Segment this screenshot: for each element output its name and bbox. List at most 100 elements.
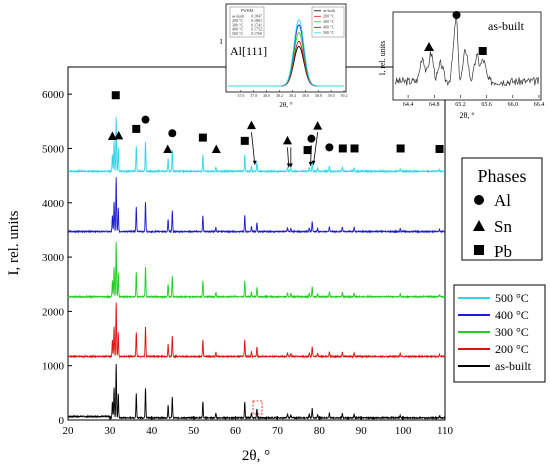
- phase-marker-sn-14: [313, 121, 323, 130]
- y-tick-label-6000: 6000: [42, 89, 65, 101]
- phase-marker-sn-11: [282, 135, 292, 145]
- fwhm-table-header: FWHM: [241, 8, 254, 13]
- x-tick-label-40: 40: [146, 425, 158, 437]
- x-tick-label-20: 20: [63, 425, 75, 437]
- inset-al111-x-label: 2θ, °: [279, 101, 292, 109]
- y-tick-label-0: 0: [59, 415, 65, 427]
- inset-al111-legend-label-200-c: 200 °C: [323, 14, 335, 19]
- inset-asbuilt-marker-al: [452, 11, 461, 19]
- inset-al111-x-tick-label-37-8: 37.8: [250, 93, 257, 98]
- y-tick-label-5000: 5000: [42, 143, 65, 155]
- series-legend-entries: 500 °C 400 °C 300 °C 200 °C as-built: [458, 291, 532, 373]
- phase-marker-pb-16: [338, 144, 347, 153]
- phase-markers: [107, 91, 444, 168]
- main-axes: 20 30 40 50 60 70 80 90 100 110 0 1000 2000 3000 4000 5…: [42, 89, 454, 437]
- inset-al111-x-tick-label-38-6: 38.6: [302, 93, 309, 98]
- inset-al111-x-tick-label-38-4: 38.4: [289, 93, 296, 98]
- peak-arrow-0: [251, 132, 256, 165]
- peak-arrow-4: [313, 132, 319, 165]
- inset-al111-series: [228, 19, 344, 87]
- inset-asbuilt-markers: [424, 11, 487, 55]
- legend-label-400-c: 400 °C: [495, 308, 529, 322]
- inset-al111-legend-label-as-built: as-built: [323, 8, 336, 13]
- x-tick-label-90: 90: [356, 425, 368, 437]
- inset-al111-x-tick-label-39-2: 39.2: [341, 93, 348, 98]
- phases-legend-frame: [461, 157, 543, 261]
- inset-al111-x-tick-label-38-8: 38.8: [315, 93, 322, 98]
- fwhm-table-row-0-value: 0.1847: [251, 14, 262, 19]
- inset-al111-ticks: 37.6 37.8 38.0 38.2 38.4 38.6 38.8 39.0 39.2: [237, 90, 348, 98]
- x-tick-label-80: 80: [314, 425, 326, 437]
- phase-marker-sn-5: [163, 144, 173, 154]
- phase-marker-al-4: [141, 115, 150, 124]
- phase-marker-sn-8: [211, 144, 221, 154]
- inset-al111: 37.6 37.8 38.0 38.2 38.4 38.6 38.8 39.0 39.2 Al[…: [220, 3, 348, 109]
- inset-asbuilt-line: [394, 13, 540, 87]
- phase-marker-al-15: [325, 143, 334, 152]
- phase-marker-pb-19: [435, 145, 444, 154]
- inset-asbuilt: 64.4 64.8 65.2 65.6 66.0 66.4 as-built I, rel…: [378, 11, 544, 120]
- fwhm-table-row-3-label: 400 °C: [232, 27, 244, 32]
- x-tick-label-100: 100: [395, 425, 412, 437]
- inset-asbuilt-x-tick-label-66-0: 66.0: [508, 102, 519, 108]
- phase-marker-pb-9: [240, 136, 249, 145]
- zoom-region-marker: [252, 400, 263, 415]
- x-tick-label-110: 110: [437, 425, 454, 437]
- inset-al111-y-label: I: [220, 38, 223, 46]
- fwhm-table-row-4-label: 500 °C: [232, 31, 244, 36]
- fwhm-table-frame: [229, 6, 265, 38]
- phase-marker-pb-18: [396, 144, 405, 153]
- inset-al111-x-tick-label-39-0: 39.0: [328, 93, 335, 98]
- fwhm-table-row-1-label: 200 °C: [232, 18, 244, 23]
- inset-asbuilt-title: as-built: [488, 19, 525, 33]
- phases-legend-sn-label: Sn: [494, 217, 512, 236]
- inset-al111-series-500-c: [228, 19, 344, 87]
- inset-asbuilt-y-label: I, rel. units: [378, 41, 387, 76]
- main-series-group: [67, 116, 446, 421]
- inset-al111-x-tick-label-38-2: 38.2: [276, 93, 283, 98]
- inset-al111-x-tick-label-38-0: 38.0: [263, 93, 270, 98]
- peak-arrow-head-4: [311, 160, 316, 165]
- fwhm-table-row-1-value: 0.1801: [251, 18, 262, 23]
- phase-marker-al-6: [168, 129, 177, 138]
- legend-label-500-c: 500 °C: [495, 291, 529, 305]
- inset-asbuilt-marker-sn: [424, 42, 435, 51]
- legend-label-as-built: as-built: [495, 359, 532, 373]
- fwhm-table-row-2-value: 0.1741: [251, 22, 262, 27]
- y-tick-label-3000: 3000: [42, 252, 65, 264]
- inset-asbuilt-marker-pb: [478, 47, 487, 55]
- main-x-axis-title: 2θ, °: [242, 448, 270, 464]
- x-tick-label-70: 70: [272, 425, 284, 437]
- x-tick-label-50: 50: [188, 425, 200, 437]
- inset-asbuilt-x-tick-label-64-8: 64.8: [429, 102, 440, 108]
- series-500-c: [67, 116, 446, 174]
- inset-al111-legend-label-300-c: 300 °C: [323, 19, 335, 24]
- x-tick-label-30: 30: [104, 425, 116, 437]
- fwhm-table-row-0-label: as-built: [232, 14, 245, 19]
- peak-arrow-head-3: [308, 161, 313, 166]
- series-200-c: [67, 302, 446, 359]
- phases-legend-title: Phases: [478, 166, 527, 186]
- phases-legend-pb-label: Pb: [494, 242, 512, 261]
- phase-marker-pb-13: [303, 146, 312, 155]
- inset-al111-x-tick-label-37-6: 37.6: [237, 93, 244, 98]
- main-y-axis-title: I, rel. units: [6, 210, 22, 275]
- inset-al111-title: Al[111]: [230, 44, 267, 58]
- y-tick-label-4000: 4000: [42, 198, 65, 210]
- fwhm-table-row-4-value: 0.1769: [251, 31, 262, 36]
- main-plot-frame: [67, 66, 446, 421]
- phase-marker-pb-3: [132, 124, 141, 133]
- fwhm-table-row-3-value: 0.1752: [251, 27, 262, 32]
- peak-arrow-head-2: [288, 163, 293, 168]
- fwhm-table-row-2-label: 300 °C: [232, 22, 244, 27]
- inset-asbuilt-ticks: 64.4 64.8 65.2 65.6 66.0 66.4: [403, 95, 544, 108]
- series-400-c: [67, 177, 446, 234]
- phases-legend: Phases Al Sn Pb: [461, 157, 543, 261]
- inset-asbuilt-x-tick-label-65-2: 65.2: [455, 102, 466, 108]
- inset-asbuilt-x-tick-label-66-4: 66.4: [534, 102, 545, 108]
- y-tick-label-1000: 1000: [42, 361, 65, 373]
- phase-marker-pb-1: [111, 91, 120, 100]
